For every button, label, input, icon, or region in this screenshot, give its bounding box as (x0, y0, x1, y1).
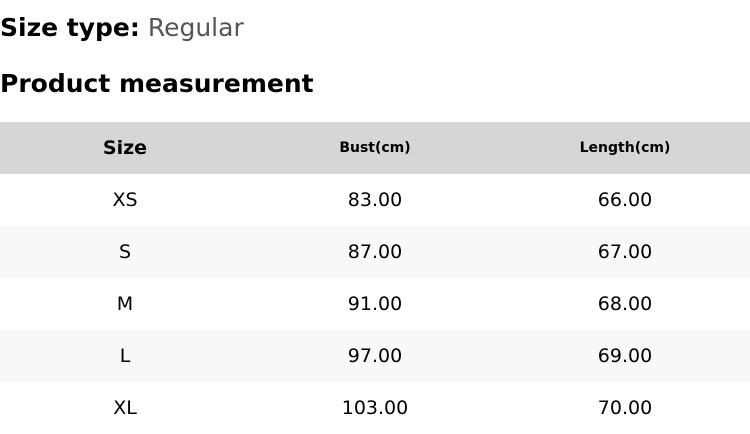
header-size: Size (0, 122, 250, 174)
table-row: M 91.00 68.00 (0, 278, 750, 330)
table-row: S 87.00 67.00 (0, 226, 750, 278)
cell-bust: 91.00 (347, 293, 403, 315)
cell-bust: 103.00 (341, 397, 409, 419)
cell-size: XS (112, 189, 138, 211)
cell-bust: 83.00 (347, 189, 403, 211)
table-row: XS 83.00 66.00 (0, 174, 750, 226)
cell-size: M (116, 293, 134, 315)
cell-length: 68.00 (597, 293, 653, 315)
table-row: XL 103.00 70.00 (0, 382, 750, 434)
size-type: Size type: Regular (0, 12, 244, 44)
cell-bust: 97.00 (250, 330, 500, 382)
cell-length: 70.00 (597, 397, 653, 419)
measurement-table: Size Bust(cm) Length(cm) XS 83.00 66.00 S 87… (0, 122, 750, 434)
cell-size: L (0, 330, 250, 382)
size-type-value: Regular (147, 13, 244, 42)
cell-size: S (0, 226, 250, 278)
header-bust: Bust(cm) (250, 122, 500, 174)
header-row: Size Bust(cm) Length(cm) (0, 122, 750, 174)
cell-length: 69.00 (500, 330, 750, 382)
section-title: Product measurement (0, 69, 314, 98)
table-row: L 97.00 69.00 (0, 330, 750, 382)
cell-size: XL (113, 397, 137, 419)
cell-length: 66.00 (597, 189, 653, 211)
header-length: Length(cm) (500, 122, 750, 174)
cell-length: 67.00 (500, 226, 750, 278)
cell-bust: 87.00 (250, 226, 500, 278)
size-type-label: Size type: (0, 13, 140, 42)
